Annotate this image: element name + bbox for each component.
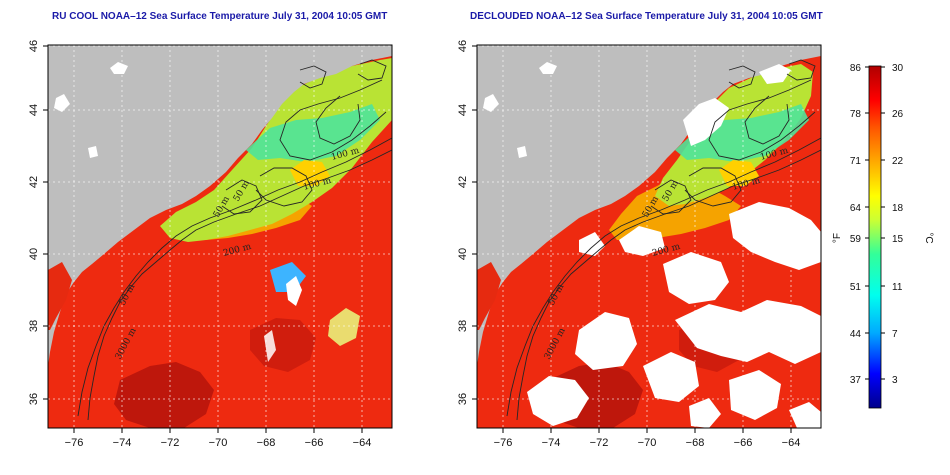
right-georges-bank — [719, 160, 759, 186]
right-contour-6 — [650, 179, 692, 215]
right-cloud-5 — [675, 300, 821, 364]
right-y-tick-label-0: 36 — [457, 393, 469, 405]
temperature-colorbar: 86 78 71 64 59 51 44 37 30 26 22 18 15 11 7 3 °F °C — [832, 63, 934, 409]
colorbar-f-label-2: 71 — [850, 156, 862, 167]
right-cloud-3 — [663, 252, 729, 304]
right-cloud-6 — [527, 376, 589, 426]
left-map-title: RU COOL NOAA–12 Sea Surface Temperature … — [52, 11, 388, 22]
right-cloud-8 — [729, 370, 781, 420]
colorbar-c-label-6: 7 — [892, 329, 898, 340]
right-land — [477, 45, 821, 366]
right-x-tick-label-2: −72 — [590, 437, 609, 449]
colorbar-c-label-2: 22 — [892, 156, 904, 167]
left-x-tick-label-1: −74 — [113, 437, 132, 449]
left-cloud-fleck — [286, 276, 302, 306]
right-contour-2 — [506, 137, 821, 417]
colorbar-fahrenheit-unit: °F — [832, 233, 843, 243]
left-y-tick-label-3: 42 — [28, 176, 40, 188]
left-estuary — [48, 262, 72, 330]
colorbar-f-label-4: 59 — [850, 234, 862, 245]
left-warm-core — [114, 362, 214, 428]
right-cool-band — [675, 104, 809, 162]
left-frame — [47, 44, 393, 429]
colorbar-ramp — [868, 65, 882, 409]
left-x-tick-label-5: −66 — [305, 437, 324, 449]
right-x-tick-label-1: −74 — [542, 437, 561, 449]
left-georges-bank — [290, 160, 330, 186]
right-contour-8 — [786, 59, 816, 81]
right-x-tick-label-4: −68 — [686, 437, 705, 449]
left-contour-3 — [279, 79, 387, 161]
left-contour-8 — [357, 59, 387, 81]
colorbar-c-label-7: 3 — [892, 375, 898, 386]
right-x-tick-label-3: −70 — [638, 437, 657, 449]
left-lake-3 — [88, 146, 98, 158]
left-haze-patch — [328, 308, 360, 346]
right-contour-4 — [744, 95, 790, 145]
left-x-tick-label-2: −72 — [161, 437, 180, 449]
colorbar-c-label-3: 18 — [892, 203, 904, 214]
left-lake-2 — [54, 94, 70, 112]
left-contour-4 — [315, 95, 361, 145]
right-cloud-2 — [729, 202, 821, 270]
right-cloud-7 — [643, 352, 699, 402]
left-y-tick-label-5: 46 — [28, 40, 40, 52]
left-y-tick-label-1: 38 — [28, 320, 40, 332]
right-y-tick-label-3: 42 — [457, 176, 469, 188]
colorbar-c-label-4: 15 — [892, 234, 904, 245]
left-land — [48, 45, 392, 366]
colorbar-celsius-unit: °C — [923, 232, 934, 243]
left-y-tick-label-4: 44 — [28, 104, 40, 116]
left-cloud-streak — [264, 330, 276, 362]
colorbar-f-label-0: 86 — [850, 63, 862, 74]
right-x-tick-label-0: −76 — [494, 437, 513, 449]
colorbar-f-label-3: 64 — [850, 203, 862, 214]
left-contour-7 — [299, 65, 327, 89]
left-contour-1 — [87, 149, 392, 421]
right-contour-3 — [708, 79, 816, 161]
left-y-tick-label-0: 36 — [28, 393, 40, 405]
right-lake-2 — [483, 94, 499, 112]
left-contour-5 — [255, 167, 313, 207]
right-coastal-cloud-2 — [759, 64, 791, 84]
left-lake-1 — [110, 62, 128, 74]
right-cloud-9 — [689, 398, 721, 428]
right-cloud-1 — [619, 226, 665, 256]
left-warm-core-2 — [250, 318, 316, 372]
left-contour-2 — [77, 137, 392, 417]
right-x-tick-label-5: −66 — [734, 437, 753, 449]
left-x-tick-label-6: −64 — [353, 437, 372, 449]
right-contour-1 — [516, 149, 821, 421]
left-x-tick-label-3: −70 — [209, 437, 228, 449]
colorbar-c-label-5: 11 — [892, 282, 903, 293]
right-estuary — [477, 262, 501, 330]
right-lake-3 — [517, 146, 527, 158]
right-x-tick-label-6: −64 — [782, 437, 801, 449]
left-contour-6 — [221, 179, 263, 215]
right-map-title: DECLOUDED NOAA–12 Sea Surface Temperatur… — [470, 11, 823, 22]
colorbar-c-label-1: 26 — [892, 109, 904, 120]
right-y-tick-label-4: 44 — [457, 104, 469, 116]
left-x-tick-label-0: −76 — [65, 437, 84, 449]
colorbar-f-label-6: 44 — [850, 329, 862, 340]
colorbar-f-label-7: 37 — [850, 375, 862, 386]
colorbar-c-label-0: 30 — [892, 63, 904, 74]
right-y-tick-label-1: 38 — [457, 320, 469, 332]
right-contour-7 — [728, 65, 756, 89]
left-x-tick-label-4: −68 — [257, 437, 276, 449]
right-y-tick-label-5: 46 — [457, 40, 469, 52]
right-cloud-12 — [789, 402, 821, 428]
colorbar-f-label-1: 78 — [850, 109, 862, 120]
right-lake-1 — [539, 62, 557, 74]
left-cool-band — [246, 104, 380, 162]
right-contour-5 — [684, 167, 742, 207]
colorbar-f-label-5: 51 — [850, 282, 862, 293]
left-y-tick-label-2: 40 — [28, 248, 40, 260]
right-frame — [476, 44, 822, 429]
right-y-tick-label-2: 40 — [457, 248, 469, 260]
right-cloud-4 — [575, 312, 637, 370]
